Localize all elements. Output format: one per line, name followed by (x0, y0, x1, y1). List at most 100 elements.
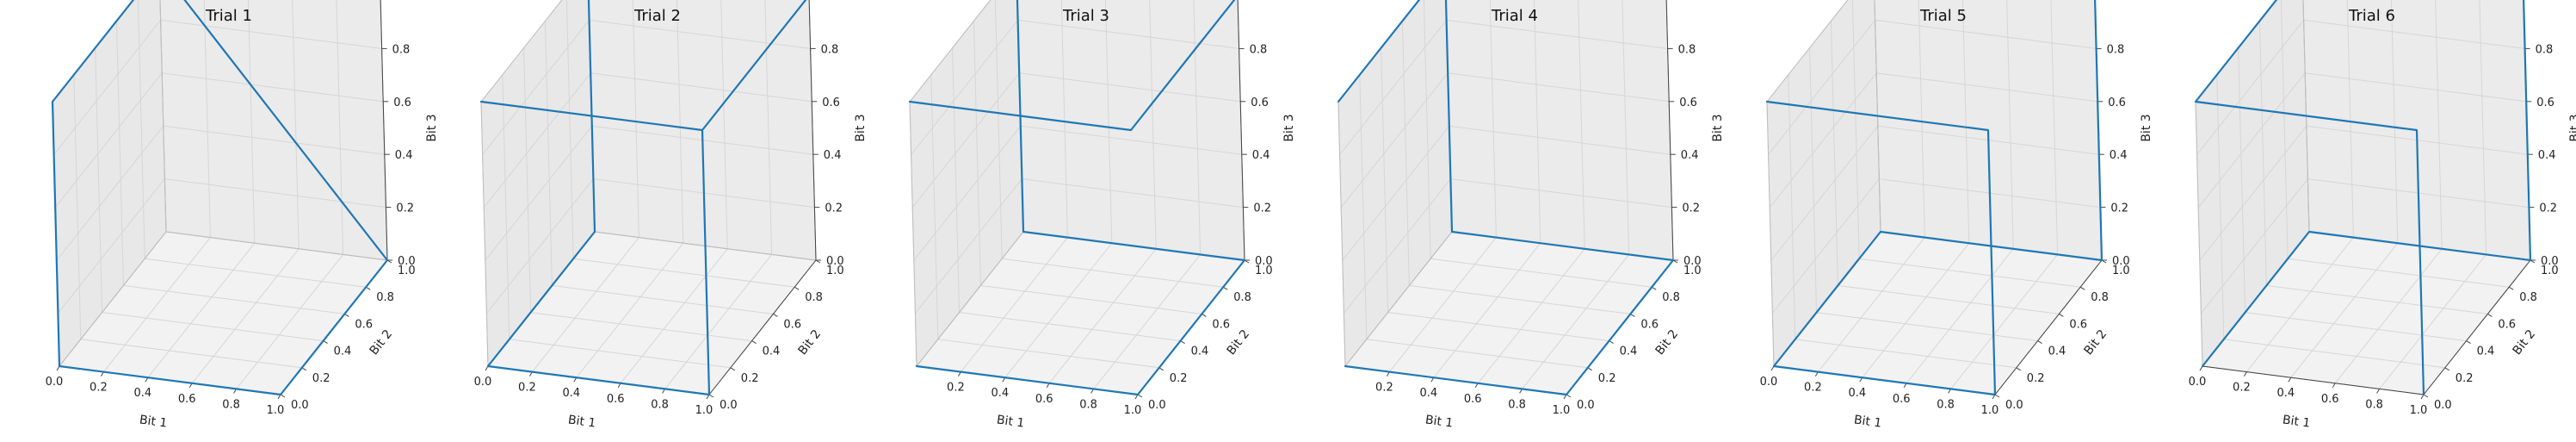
y-axis-line (2423, 259, 2531, 395)
side-pane (481, 0, 595, 366)
y-tick-label: 0.0 (1148, 399, 1166, 412)
chart-title: Trial 2 (633, 7, 681, 25)
series-line (479, 0, 807, 396)
grid-line (1017, 19, 1239, 49)
y-tick-label: 1.0 (826, 265, 844, 277)
x-tick-label: 0.2 (947, 382, 965, 395)
z-tick-label: 0.0 (1683, 255, 1702, 268)
y-tick-label: 0.6 (2069, 318, 2087, 331)
floor-pane (488, 232, 816, 395)
y-tick-label: 0.4 (1191, 346, 1209, 358)
grid-line (191, 248, 300, 384)
x-tick-label: 0.6 (178, 393, 196, 406)
x-tick-label: 1.0 (1981, 404, 1999, 417)
chart-panel-6: 0.0 0.2 0.4 0.6 0.8 1.0 0.00.20.40.60.81.00.00… (2189, 0, 2576, 431)
floor-pane (2202, 232, 2530, 395)
y-tick-mark (773, 313, 778, 317)
y-axis-line (708, 259, 817, 395)
y-tick-label: 0.8 (1662, 291, 1680, 304)
grid-line (1366, 339, 1588, 369)
grid-line (544, 21, 553, 286)
y-tick-label: 0.2 (312, 372, 330, 385)
y-tick-label: 0.6 (1640, 318, 1659, 331)
grid-line (123, 284, 345, 314)
grid-line (2266, 284, 2488, 314)
grid-line (1387, 312, 1609, 342)
z-tick-label: 0.4 (2110, 149, 2128, 162)
grid-line (58, 178, 165, 314)
grid-line (1002, 258, 1224, 288)
z-tick-label: 0.4 (2538, 149, 2556, 162)
grid-line (1448, 72, 1670, 103)
grid-line (1522, 254, 1629, 389)
side-pane (1767, 0, 1881, 366)
y-axis-label: Bit 2 (2511, 327, 2539, 358)
back-pane (159, 0, 387, 260)
y-tick-label: 0.0 (2434, 399, 2452, 412)
y-tick-label: 0.4 (2477, 346, 2495, 358)
grid-line (102, 312, 324, 342)
grid-line (720, 0, 728, 249)
grid-line (502, 74, 510, 339)
back-pane (1445, 0, 1673, 260)
grid-line (1048, 248, 1157, 384)
z-tick-label: 0.8 (821, 43, 839, 56)
grid-line (2479, 0, 2487, 255)
y-tick-label: 0.6 (1212, 318, 1230, 331)
y-tick-mark (2487, 313, 2493, 317)
grid-line (676, 0, 684, 244)
grid-line (236, 254, 343, 389)
z-tick-label: 0.6 (393, 96, 411, 109)
x-tick-label: 1.0 (2410, 404, 2428, 417)
y-tick-label: 0.8 (376, 291, 394, 304)
grid-line (1818, 237, 1925, 372)
y-tick-label: 1.0 (398, 265, 416, 277)
grid-line (590, 72, 812, 103)
grid-line (56, 125, 164, 261)
chart-panel-3: 0.2 0.4 0.6 0.8 1.0 0.00.20.40.60.81.00.00.20… (908, 0, 1296, 431)
grid-line (1961, 0, 1970, 244)
grid-line (1020, 125, 1242, 155)
y-tick-label: 0.4 (1620, 346, 1638, 358)
chart-title: Trial 5 (1919, 7, 1967, 25)
x-tick-label: 0.0 (1760, 376, 1778, 389)
grid-line (2006, 0, 2014, 249)
grid-line (2197, 72, 2306, 209)
z-axis-line (380, 0, 388, 261)
grid-line (160, 19, 382, 49)
grid-line (1423, 0, 1431, 259)
floor-pane (59, 232, 387, 395)
x-tick-label: 0.8 (1508, 398, 1526, 411)
grid-line (2196, 20, 2304, 155)
series-line (2194, 0, 2532, 396)
y-tick-label: 0.2 (1598, 372, 1616, 385)
grid-line (163, 125, 385, 155)
z-tick-label: 0.8 (1250, 43, 1268, 56)
grid-line (2050, 0, 2059, 255)
grid-line (1019, 72, 1241, 103)
y-axis-label: Bit 2 (368, 327, 396, 358)
chart-panel-4: 0.2 0.4 0.6 0.8 1.0 0.00.20.40.60.81.00.00.20… (1337, 0, 1725, 431)
grid-line (530, 312, 752, 342)
grid-line (1489, 0, 1497, 238)
x-tick-mark (2288, 377, 2292, 383)
grid-line (1918, 0, 1925, 238)
grid-line (1340, 72, 1449, 209)
y-tick-label: 0.8 (2091, 291, 2109, 304)
z-tick-label: 0.0 (2541, 255, 2559, 268)
y-tick-mark (730, 367, 736, 371)
x-tick-label: 0.2 (518, 382, 536, 395)
grid-line (1433, 242, 1541, 378)
y-tick-label: 0.6 (783, 318, 801, 331)
chart-title: Trial 3 (1062, 7, 1109, 25)
grid-line (1851, 0, 1860, 259)
x-tick-label: 0.4 (2276, 387, 2295, 400)
grid-line (589, 19, 811, 49)
y-tick-label: 0.0 (291, 399, 309, 412)
x-axis-label: Bit 1 (1424, 413, 1454, 430)
grid-line (2258, 21, 2267, 286)
grid-line (1344, 178, 1451, 314)
z-tick-label: 0.8 (2107, 43, 2125, 56)
z-tick-label: 0.8 (2536, 43, 2554, 56)
grid-line (576, 242, 684, 378)
